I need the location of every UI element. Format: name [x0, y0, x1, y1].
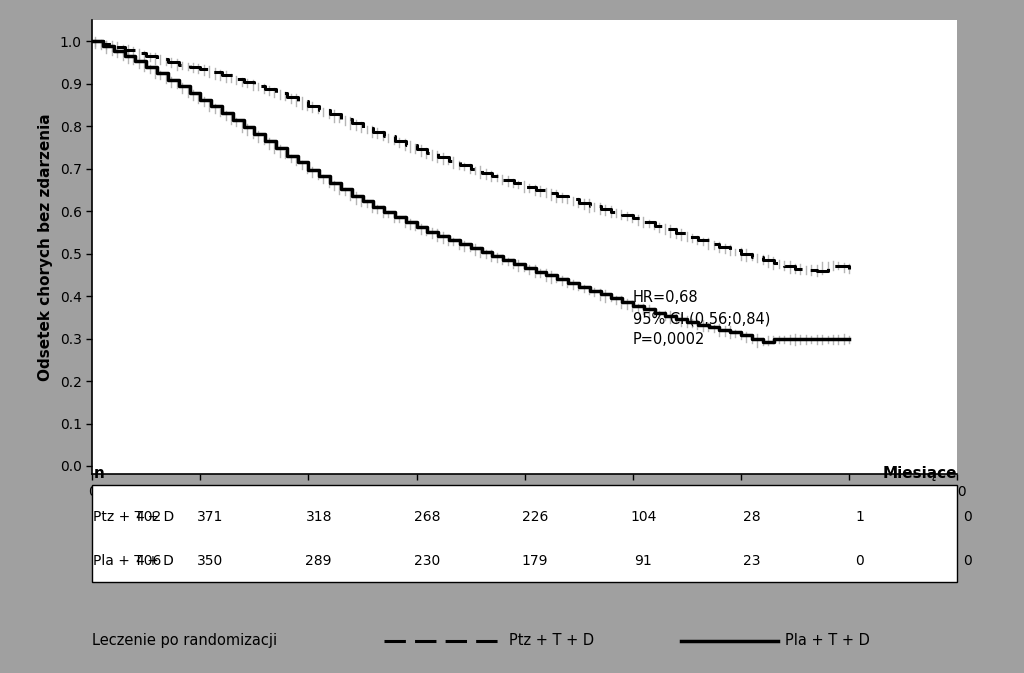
- Text: Leczenie po randomizacji: Leczenie po randomizacji: [92, 633, 278, 648]
- Text: Pla + T + D: Pla + T + D: [93, 554, 174, 568]
- Text: 1: 1: [855, 509, 864, 524]
- Text: 23: 23: [742, 554, 760, 568]
- Text: n: n: [94, 466, 105, 481]
- Text: HR=0,68
95% CI (0,56;0,84)
P=0,0002: HR=0,68 95% CI (0,56;0,84) P=0,0002: [633, 290, 770, 347]
- Text: 402: 402: [135, 509, 162, 524]
- Text: Pla + T + D: Pla + T + D: [785, 633, 870, 648]
- Text: 28: 28: [742, 509, 760, 524]
- Text: Ptz + T + D: Ptz + T + D: [93, 509, 174, 524]
- Text: 179: 179: [522, 554, 548, 568]
- Text: Miesiące: Miesiące: [883, 466, 957, 481]
- Text: 289: 289: [305, 554, 332, 568]
- Text: 350: 350: [198, 554, 223, 568]
- Text: 0: 0: [855, 554, 864, 568]
- Text: 104: 104: [630, 509, 656, 524]
- Text: 318: 318: [305, 509, 332, 524]
- Text: 0: 0: [964, 554, 972, 568]
- Text: 371: 371: [198, 509, 224, 524]
- Text: 230: 230: [414, 554, 440, 568]
- Text: 0: 0: [964, 509, 972, 524]
- Text: 268: 268: [414, 509, 440, 524]
- Text: 91: 91: [634, 554, 652, 568]
- Y-axis label: Odsetek chorych bez zdarzenia: Odsetek chorych bez zdarzenia: [38, 114, 53, 381]
- Text: 406: 406: [135, 554, 162, 568]
- Text: 226: 226: [522, 509, 548, 524]
- Text: Ptz + T + D: Ptz + T + D: [509, 633, 594, 648]
